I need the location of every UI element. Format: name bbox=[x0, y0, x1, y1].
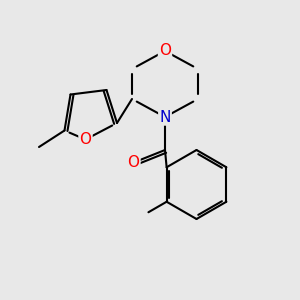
Text: O: O bbox=[128, 155, 140, 170]
Text: O: O bbox=[159, 44, 171, 59]
Text: N: N bbox=[159, 110, 171, 124]
Text: O: O bbox=[80, 132, 92, 147]
